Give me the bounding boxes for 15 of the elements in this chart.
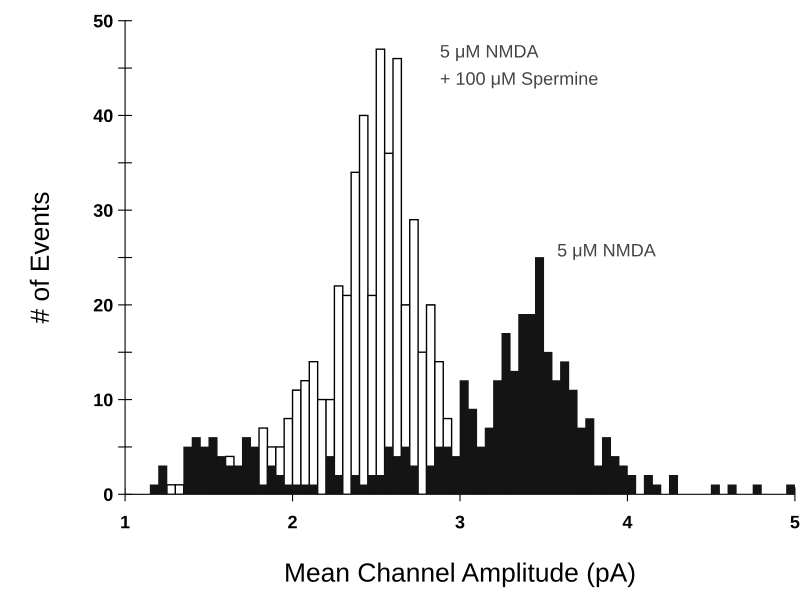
y-tick-label: 40 <box>93 109 113 122</box>
y-axis-title: # of Events <box>30 192 50 324</box>
x-axis-title: Mean Channel Amplitude (pA) <box>286 562 634 588</box>
x-tick-label: 3 <box>455 516 464 528</box>
x-tick-label: 4 <box>622 516 632 528</box>
y-tick-label: 10 <box>94 394 113 406</box>
y-tick-label: 20 <box>94 298 113 312</box>
x-tick-label: 5 <box>790 516 800 528</box>
x-tick-label: 2 <box>288 516 297 528</box>
series-label: 5 μM NMDA <box>558 244 656 260</box>
y-tick-label: 30 <box>94 204 113 217</box>
text: 5 μM NMDA + 100 μM Spermine <box>440 45 598 89</box>
y-tick-label: 0 <box>104 488 113 502</box>
x-tick-label: 1 <box>121 516 130 528</box>
y-tick-label: 50 <box>94 14 113 28</box>
